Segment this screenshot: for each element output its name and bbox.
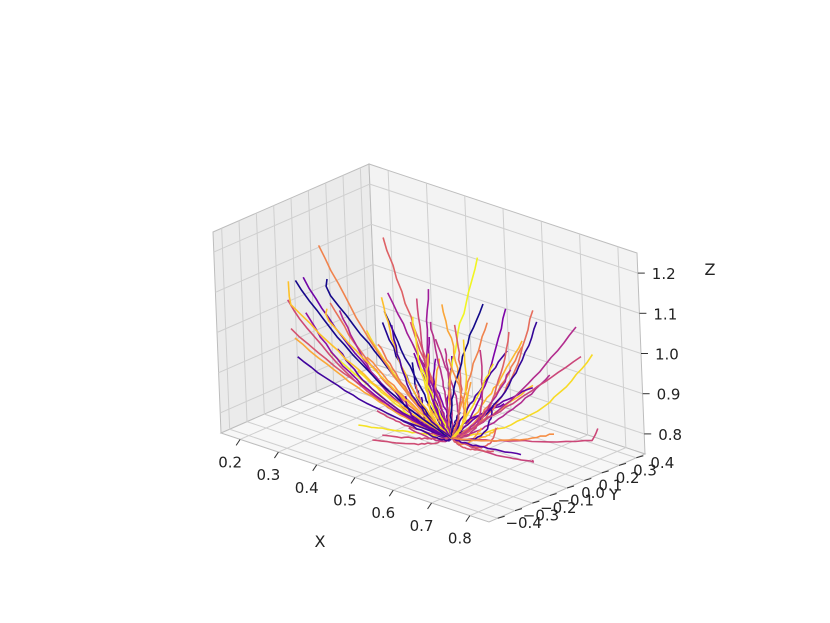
x-axis-label: X <box>315 532 326 551</box>
y-axis-label: Y <box>608 485 619 504</box>
y-tick-label: −0.4 <box>505 514 541 532</box>
y-tick-label: 0.0 <box>581 484 605 502</box>
y-tick-label: 0.2 <box>616 469 640 487</box>
series-line-76 <box>386 292 453 438</box>
y-tick-label: −0.3 <box>523 507 559 525</box>
grid-line-z-left <box>215 223 372 293</box>
series-line-62 <box>451 437 522 456</box>
series-lines <box>287 237 599 463</box>
x-tick-label: 0.7 <box>410 517 434 535</box>
tick-mark <box>497 515 505 519</box>
series-line-64 <box>449 303 484 438</box>
tick-mark <box>549 493 557 497</box>
y-tick-label: −0.1 <box>557 492 593 510</box>
tick-mark <box>274 451 279 459</box>
series-line-87 <box>450 339 468 439</box>
grid-line-y-floor <box>264 413 533 504</box>
series-line-63 <box>317 245 452 439</box>
z-tick-label: 0.8 <box>658 426 682 444</box>
series-line-60 <box>451 428 599 443</box>
x-tick-label: 0.2 <box>218 453 242 471</box>
tick-marks <box>235 272 652 522</box>
tick-mark <box>312 464 318 472</box>
tick-mark <box>514 508 523 512</box>
x-tick-labels: 0.2 0.3 0.4 0.5 0.6 0.7 0.8 <box>218 453 472 547</box>
grid-line-y-floor <box>281 406 550 497</box>
series-line-82 <box>400 418 453 442</box>
tick-mark <box>584 477 592 481</box>
z-tick-label: 1.1 <box>653 305 677 323</box>
series-line-74 <box>404 395 453 440</box>
series-line-78 <box>450 437 494 453</box>
tick-mark <box>465 515 471 522</box>
series-line-39 <box>450 350 508 438</box>
tick-mark <box>350 477 356 484</box>
x-tick-label: 0.3 <box>256 466 280 484</box>
tick-mark <box>566 485 575 489</box>
tick-mark <box>618 462 627 466</box>
z-axis-label: Z <box>705 260 716 279</box>
tick-mark <box>427 502 432 510</box>
y-tick-label: 0.3 <box>633 461 657 479</box>
y-tick-label: 0.4 <box>650 454 674 472</box>
z-tick-label: 1.2 <box>652 265 676 283</box>
series-line-89 <box>451 433 554 442</box>
tick-mark <box>636 455 644 459</box>
grid-line-z-back <box>369 183 638 274</box>
series-line-11 <box>450 374 551 439</box>
series-line-86 <box>324 308 452 440</box>
grid-line-z-back <box>371 223 640 314</box>
series-line-72 <box>297 356 452 438</box>
tick-mark <box>601 470 609 474</box>
z-tick-label: 1.0 <box>655 346 679 364</box>
series-line-18 <box>358 424 453 440</box>
grid-line-z-back <box>372 264 642 354</box>
series-line-90 <box>390 325 452 439</box>
series-line-77 <box>450 349 484 440</box>
series-line-80 <box>294 279 453 439</box>
grid-line-y-floor <box>229 428 498 519</box>
series-line-83 <box>432 358 454 439</box>
series-line-19 <box>452 354 594 439</box>
x-tick-label: 0.8 <box>448 530 472 548</box>
tick-mark <box>532 500 540 504</box>
z-tick-labels: 0.8 0.9 1.0 1.1 1.2 <box>652 265 682 444</box>
x-tick-label: 0.5 <box>333 492 357 510</box>
series-line-84 <box>447 358 466 439</box>
grid-line-z-left <box>213 183 370 253</box>
series-line-70 <box>287 281 453 439</box>
x-tick-label: 0.6 <box>371 504 395 522</box>
series-line-79 <box>451 355 582 439</box>
x-tick-label: 0.4 <box>295 479 319 497</box>
tick-mark <box>235 439 241 446</box>
grid-line-z-left <box>220 344 377 414</box>
series-line-73 <box>382 434 453 440</box>
grid-line-z-left <box>216 264 374 333</box>
series-line-59 <box>376 410 453 439</box>
grid-line-y-floor <box>246 421 516 512</box>
y-tick-label: −0.2 <box>540 499 576 517</box>
grid-line-y-floor <box>368 368 637 459</box>
z-tick-label: 0.9 <box>657 386 681 404</box>
y-tick-labels: −0.4−0.3−0.2−0.10.00.10.20.30.4 <box>505 454 674 532</box>
y-tick-label: 0.1 <box>598 476 622 494</box>
tick-mark <box>388 489 394 497</box>
series-line-88 <box>450 363 494 439</box>
